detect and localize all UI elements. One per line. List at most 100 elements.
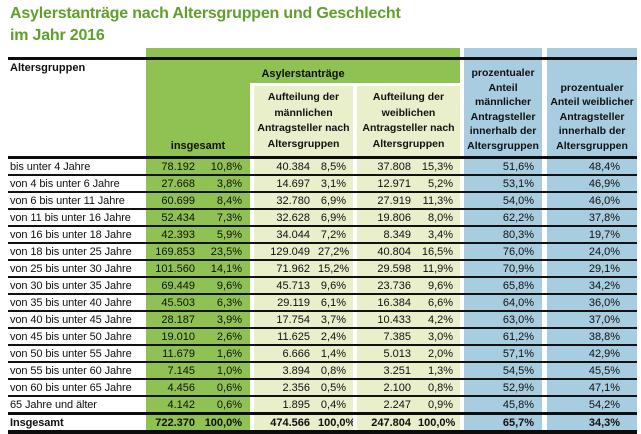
header-spacer-row: [8, 83, 637, 86]
row-label-cell: von 55 bis unter 60 Jahre: [8, 362, 146, 380]
male-pct-cell: 1,4%: [318, 345, 353, 363]
header-spacer-white: [254, 83, 353, 86]
row-label-cell: von 45 bis unter 50 Jahre: [8, 328, 146, 346]
pct-cell: 0,6%: [203, 379, 250, 397]
total-male-count-cell: 474.566: [254, 413, 318, 434]
female-pct-cell: 11,3%: [418, 192, 461, 210]
male-pct-cell: 0,8%: [318, 362, 353, 380]
total-female-share-cell: 34,3%: [547, 413, 638, 434]
male-share-cell: 57,1%: [464, 345, 543, 363]
row-label-cell: von 16 bis unter 18 Jahre: [8, 226, 146, 244]
column-gap: [460, 379, 465, 397]
total-row: Insgesamt 722.370 100,0% 474.566 100,0% …: [8, 413, 638, 434]
pct-cell: 0,6%: [203, 396, 250, 415]
female-share-cell: 19,7%: [547, 226, 638, 244]
column-gap: [353, 157, 357, 176]
pct-cell: 1,0%: [203, 362, 250, 380]
male-count-cell: 40.384: [254, 157, 318, 176]
table-row: von 60 bis unter 65 Jahre 4.456 0,6% 2.3…: [8, 379, 638, 397]
count-cell: 69.449: [146, 277, 203, 295]
row-label-cell: von 35 bis unter 40 Jahre: [8, 294, 146, 312]
female-share-cell: 42,9%: [547, 345, 638, 363]
count-cell: 52.434: [146, 209, 203, 227]
column-gap: [250, 396, 254, 415]
column-gap: [250, 192, 254, 210]
header-female-share: prozentualer Anteil weiblicher Antragste…: [547, 48, 638, 159]
column-gap: [250, 277, 254, 295]
column-gap: [250, 345, 254, 363]
male-share-cell: 76,0%: [464, 243, 543, 261]
header-row-group: Altersgruppen Asylerstanträge prozentual…: [8, 48, 638, 159]
male-share-cell: 62,2%: [464, 209, 543, 227]
column-gap: [460, 226, 465, 244]
male-count-cell: 32.628: [254, 209, 318, 227]
column-gap: [542, 175, 548, 193]
column-gap: [353, 83, 357, 86]
column-gap: [460, 260, 465, 278]
male-share-cell: 45,8%: [464, 396, 543, 415]
column-gap: [460, 413, 465, 434]
header-male-share: prozentualer Anteil männlicher Antragste…: [464, 48, 543, 159]
pct-cell: 1,6%: [203, 345, 250, 363]
column-gap: [460, 294, 465, 312]
row-label-cell: von 6 bis unter 11 Jahre: [8, 192, 146, 210]
table-row: von 30 bis unter 35 Jahre 69.449 9,6% 45…: [8, 277, 638, 295]
column-gap: [460, 345, 465, 363]
male-count-cell: 17.754: [254, 311, 318, 329]
column-gap: [353, 345, 357, 363]
column-gap: [250, 328, 254, 346]
male-share-cell: 61,2%: [464, 328, 543, 346]
male-count-cell: 6.666: [254, 345, 318, 363]
header-total: insgesamt: [146, 86, 250, 159]
female-share-cell: 46,9%: [547, 175, 638, 193]
female-pct-cell: 3,0%: [418, 328, 461, 346]
column-gap: [250, 413, 254, 434]
pct-cell: 7,3%: [203, 209, 250, 227]
column-gap: [250, 294, 254, 312]
male-pct-cell: 0,4%: [318, 396, 353, 415]
female-pct-cell: 8,0%: [418, 209, 461, 227]
column-gap: [460, 396, 465, 415]
row-label-cell: von 4 bis unter 6 Jahre: [8, 175, 146, 193]
table-row: von 4 bis unter 6 Jahre 27.668 3,8% 14.6…: [8, 175, 638, 193]
male-pct-cell: 15,2%: [318, 260, 353, 278]
pct-cell: 10,8%: [203, 157, 250, 176]
pct-cell: 5,9%: [203, 226, 250, 244]
header-spacer-white: [357, 83, 461, 86]
female-pct-cell: 16,5%: [418, 243, 461, 261]
total-label-cell: Insgesamt: [8, 413, 146, 434]
column-gap: [542, 48, 548, 159]
male-pct-cell: 9,6%: [318, 277, 353, 295]
female-count-cell: 8.349: [357, 226, 418, 244]
total-count-cell: 722.370: [146, 413, 203, 434]
column-gap: [353, 413, 357, 434]
row-label-cell: von 50 bis unter 55 Jahre: [8, 345, 146, 363]
male-share-cell: 51,6%: [464, 157, 543, 176]
male-count-cell: 45.713: [254, 277, 318, 295]
female-share-cell: 46,0%: [547, 192, 638, 210]
column-gap: [542, 294, 548, 312]
column-gap: [353, 243, 357, 261]
male-pct-cell: 6,9%: [318, 192, 353, 210]
table-row: von 55 bis unter 60 Jahre 7.145 1,0% 3.8…: [8, 362, 638, 380]
count-cell: 7.145: [146, 362, 203, 380]
row-label-cell: bis unter 4 Jahre: [8, 157, 146, 176]
table-row: von 50 bis unter 55 Jahre 11.679 1,6% 6.…: [8, 345, 638, 363]
column-gap: [250, 175, 254, 193]
column-gap: [250, 379, 254, 397]
total-male-share-cell: 65,7%: [464, 413, 543, 434]
male-count-cell: 11.625: [254, 328, 318, 346]
column-gap: [460, 175, 465, 193]
row-label-cell: 65 Jahre und älter: [8, 396, 146, 415]
column-gap: [542, 157, 548, 176]
count-cell: 19.010: [146, 328, 203, 346]
female-count-cell: 37.808: [357, 157, 418, 176]
female-count-cell: 29.598: [357, 260, 418, 278]
female-share-cell: 34,2%: [547, 277, 638, 295]
male-share-cell: 53,1%: [464, 175, 543, 193]
column-gap: [460, 48, 465, 159]
female-pct-cell: 0,8%: [418, 379, 461, 397]
column-gap: [353, 311, 357, 329]
row-label-cell: von 30 bis unter 35 Jahre: [8, 277, 146, 295]
column-gap: [542, 396, 548, 415]
